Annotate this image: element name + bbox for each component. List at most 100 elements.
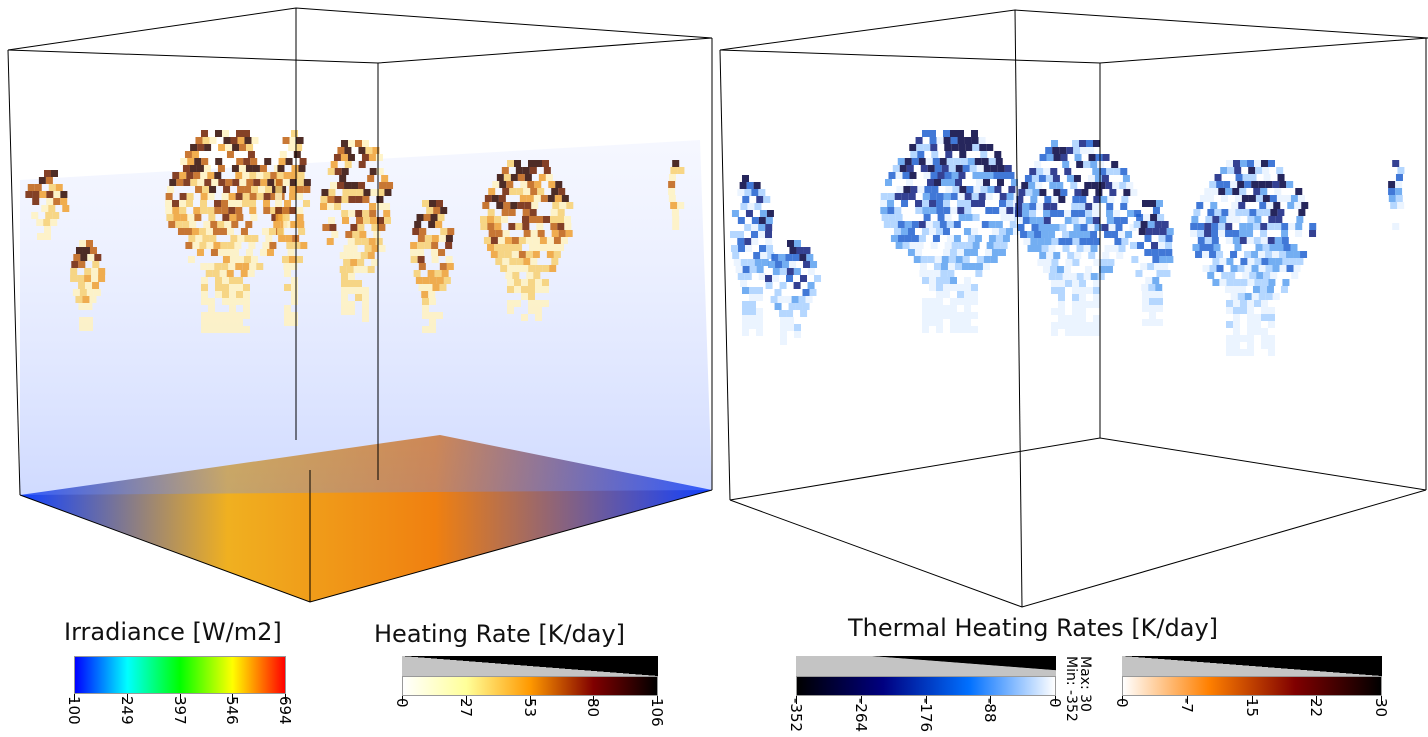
voxel (289, 193, 297, 200)
voxel (744, 189, 752, 196)
left-volume-render[interactable] (7, 7, 713, 603)
voxel (179, 193, 187, 200)
voxel (765, 238, 773, 245)
voxel (1058, 196, 1066, 203)
voxel (944, 214, 952, 221)
voxel (505, 272, 513, 279)
voxel (787, 317, 794, 324)
voxel (964, 319, 971, 326)
voxel (1192, 244, 1200, 251)
voxel (48, 205, 56, 212)
voxel (347, 154, 355, 161)
voxel (892, 165, 900, 172)
voxel (524, 202, 532, 209)
voxel (553, 237, 561, 244)
voxel (1247, 342, 1254, 349)
voxel (207, 263, 215, 270)
voxel (909, 172, 917, 179)
voxel (986, 172, 994, 179)
voxel (1086, 238, 1094, 245)
voxel (180, 158, 188, 165)
voxel (1051, 259, 1059, 266)
voxel (524, 174, 532, 181)
voxel (201, 291, 208, 298)
voxel (1035, 182, 1043, 189)
voxel (765, 275, 773, 282)
voxel (236, 319, 243, 326)
voxel (1009, 221, 1017, 228)
voxel (1240, 300, 1247, 307)
tick-mark (1316, 696, 1318, 704)
voxel (1083, 245, 1091, 252)
voxel (780, 331, 787, 338)
voxel (1265, 293, 1273, 300)
voxel (507, 265, 515, 272)
voxel (988, 235, 996, 242)
voxel (204, 179, 212, 186)
voxel (264, 158, 272, 165)
voxel (191, 151, 199, 158)
voxel (1269, 244, 1277, 251)
voxel (186, 193, 194, 200)
voxel (215, 284, 222, 291)
voxel (519, 195, 527, 202)
voxel (1233, 279, 1241, 286)
voxel (234, 242, 242, 249)
voxel (31, 212, 39, 219)
3d-scenes[interactable] (0, 0, 1428, 610)
voxel (291, 312, 298, 319)
voxel (207, 207, 215, 214)
voxel (1277, 209, 1285, 216)
voxel (1199, 244, 1207, 251)
voxel (672, 160, 680, 167)
voxel (94, 254, 102, 261)
voxel (1069, 231, 1077, 238)
voxel (1098, 182, 1106, 189)
voxel (922, 326, 929, 333)
voxel (215, 277, 222, 284)
voxel (341, 196, 349, 203)
voxel (348, 210, 356, 217)
voxel (538, 174, 546, 181)
voxel (880, 200, 888, 207)
voxel (236, 284, 243, 291)
voxel (494, 223, 502, 230)
voxel (1248, 195, 1256, 202)
voxel (799, 254, 807, 261)
voxel (222, 130, 229, 137)
voxel (1105, 266, 1113, 273)
voxel (256, 263, 264, 270)
voxel (1219, 279, 1227, 286)
voxel (205, 270, 213, 277)
voxel (758, 189, 766, 196)
right-volume-render[interactable] (719, 9, 1428, 608)
voxel (235, 263, 243, 270)
voxel (339, 266, 347, 273)
voxel (429, 200, 436, 207)
voxel (369, 210, 377, 217)
voxel (337, 182, 345, 189)
voxel (381, 175, 389, 182)
voxel (244, 137, 252, 144)
voxel (348, 308, 355, 315)
voxel (492, 181, 500, 188)
voxel (281, 256, 289, 263)
voxel (1088, 252, 1096, 259)
voxel (283, 172, 291, 179)
voxel (238, 165, 246, 172)
voxel (806, 254, 814, 261)
voxel (945, 151, 953, 158)
voxel (1088, 154, 1096, 161)
voxel (291, 319, 298, 326)
voxel (1207, 209, 1215, 216)
tick-label: -176 (916, 698, 935, 733)
voxel (1268, 307, 1275, 314)
voxel (744, 224, 752, 231)
voxel (954, 263, 962, 270)
voxel (937, 214, 945, 221)
voxel (742, 301, 749, 308)
voxel (771, 254, 779, 261)
voxel (528, 293, 535, 300)
voxel (228, 263, 236, 270)
voxel (208, 305, 215, 312)
